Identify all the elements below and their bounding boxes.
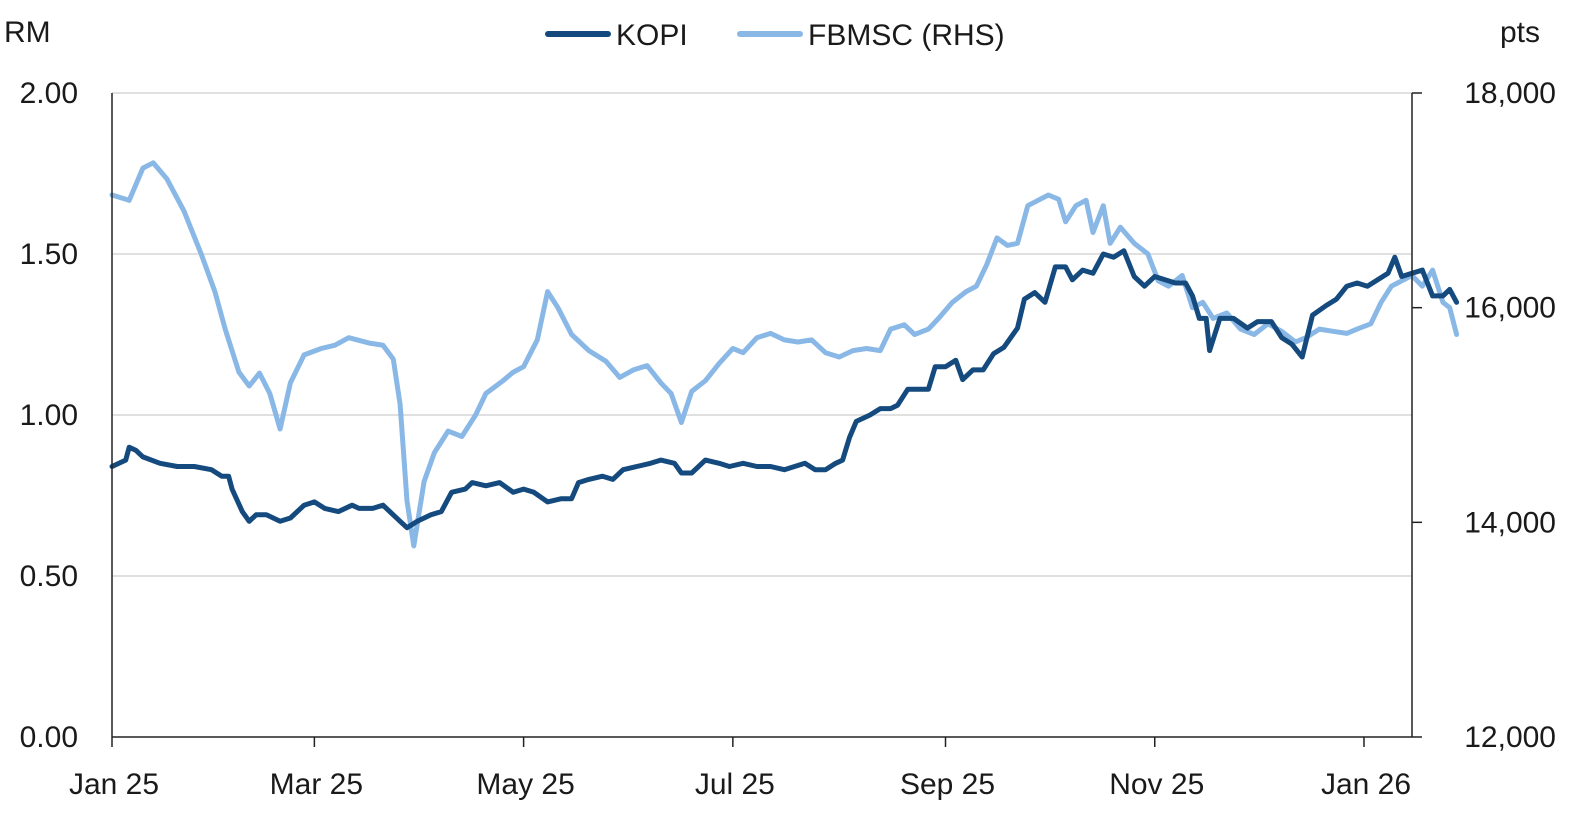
legend-label-fbmsc: FBMSC (RHS) [808, 19, 1005, 52]
x-axis-tick-label: Jul 25 [695, 768, 775, 801]
right-axis-tick-label: 14,000 [1464, 506, 1556, 539]
left-axis-tick-label: 2.00 [20, 77, 78, 110]
right-axis-unit: pts [1500, 16, 1540, 49]
x-axis-tick-label: Sep 25 [900, 768, 995, 801]
axes: 0.00 0.50 1.00 1.50 2.00 12,000 14,000 16,000 18… [20, 77, 1556, 801]
series-layer [109, 160, 1460, 549]
left-axis-tick-label: 1.00 [20, 399, 78, 432]
series-line-kopi [109, 248, 1460, 531]
x-axis-tick-label: Mar 25 [270, 768, 363, 801]
left-axis-tick-label: 0.00 [20, 721, 78, 754]
x-axis-tick-label: Nov 25 [1109, 768, 1204, 801]
x-axis-tick-label: May 25 [476, 768, 574, 801]
legend-label-kopi: KOPI [616, 19, 688, 52]
x-axis-tick-label: Jan 25 [69, 768, 159, 801]
right-axis-tick-label: 16,000 [1464, 292, 1556, 325]
right-axis-tick-label: 12,000 [1464, 721, 1556, 754]
left-axis-unit: RM [4, 16, 51, 49]
left-axis-tick-label: 0.50 [20, 560, 78, 593]
right-axis-tick-label: 18,000 [1464, 77, 1556, 110]
left-axis-tick-label: 1.50 [20, 238, 78, 271]
legend: KOPI FBMSC (RHS) [545, 19, 1005, 52]
x-axis-tick-label: Jan 26 [1321, 768, 1411, 801]
gridlines [112, 92, 1412, 577]
series-line-fbmsc [109, 160, 1460, 549]
